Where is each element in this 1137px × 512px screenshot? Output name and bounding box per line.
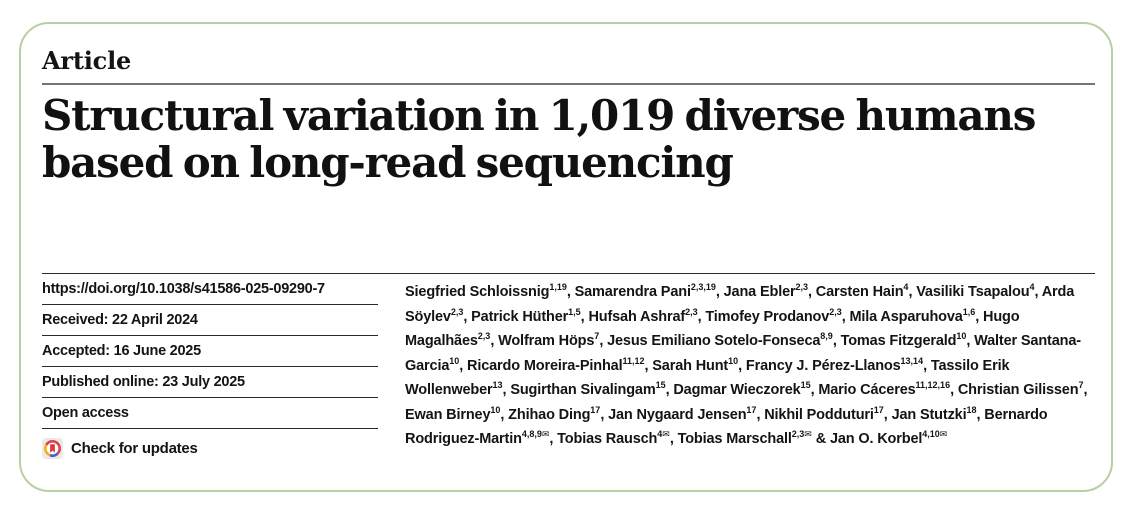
page-title-line-1: Structural variation in 1,019 diverse hu… [42, 91, 1036, 140]
author-affiliations: 4 [903, 282, 909, 293]
author-affiliations: 1,19 [549, 282, 567, 293]
author-affiliations: 10 [449, 355, 460, 366]
published-date: Published online: 23 July 2025 [42, 367, 378, 398]
article-type-label: Article [42, 46, 132, 75]
author: Jan Nygaard Jensen17 [608, 404, 757, 423]
author-affiliations: 2,3 [477, 331, 491, 342]
crossmark-circle-icon [42, 438, 63, 459]
author: Timofey Prodanov2,3 [705, 306, 842, 325]
author: Samarendra Pani2,3,19 [574, 282, 716, 300]
author-affiliations: 8,9 [820, 331, 833, 342]
article-card: Article Structural variation in 1,019 di… [19, 22, 1113, 492]
author-affiliations-with-envelope-icon[interactable]: 2,3✉ [791, 429, 812, 440]
author: Jan O. Korbel4,10✉ [829, 429, 948, 447]
author-affiliations: 2,3 [450, 306, 464, 317]
author: Tomas Fitzgerald10 [840, 331, 967, 349]
author: Ricardo Moreira-Pinhal11,12 [467, 355, 645, 374]
author-list: Siegfried Schloissnig1,19, Samarendra Pa… [405, 282, 1088, 448]
author-affiliations: 11,12 [622, 355, 645, 366]
author-affiliations: 17 [746, 404, 757, 415]
author-affiliations: 11,12,16 [915, 380, 951, 391]
author: Jana Ebler2,3 [723, 282, 808, 300]
author: Christian Gilissen7 [957, 380, 1084, 398]
metadata-column: https://doi.org/10.1038/s41586-025-09290… [42, 274, 378, 468]
author: Ewan Birney10 [405, 404, 501, 423]
page-title-line-2: based on long-read sequencing [42, 138, 734, 187]
author: Carsten Hain4 [815, 282, 909, 300]
check-for-updates-label: Check for updates [71, 439, 198, 457]
author: Tobias Marschall2,3✉ [677, 429, 812, 447]
author: Siegfried Schloissnig1,19 [405, 282, 567, 300]
author-affiliations: 7 [594, 331, 600, 342]
author: Vasiliki Tsapalou4 [916, 282, 1035, 300]
author: Jan Stutzki18 [891, 404, 977, 423]
author: Zhihao Ding17 [508, 404, 601, 423]
author: Nikhil Podduturi17 [764, 404, 884, 423]
check-for-updates-button[interactable]: Check for updates [42, 429, 378, 468]
open-access-label: Open access [42, 398, 378, 429]
page-title: Structural variation in 1,019 diverse hu… [42, 92, 1095, 186]
author: Sarah Hunt10 [652, 355, 739, 374]
author: Tassilo Erik Wollenweber13 [405, 357, 1010, 399]
author-affiliations: 1,6 [962, 306, 976, 317]
author-affiliations: 2,3 [795, 282, 808, 293]
author-affiliations-with-envelope-icon[interactable]: 4,10✉ [922, 429, 948, 440]
author: Francy J. Pérez-Llanos13,14 [745, 355, 924, 374]
author-affiliations-with-envelope-icon[interactable]: 4,8,9✉ [521, 429, 550, 440]
author-affiliations: 2,3,19 [690, 282, 716, 293]
header-columns: https://doi.org/10.1038/s41586-025-09290… [42, 273, 1095, 468]
author-affiliations-with-envelope-icon[interactable]: 4✉ [657, 429, 670, 440]
author-affiliations: 10 [728, 355, 739, 366]
author-affiliations: 2,3 [685, 306, 698, 317]
author: Walter Santana-Garcia10 [405, 333, 1081, 374]
author: Dagmar Wieczorek15 [673, 380, 811, 398]
received-date: Received: 22 April 2024 [42, 305, 378, 336]
author-affiliations: 10 [490, 404, 501, 415]
author-affiliations: 7 [1078, 380, 1084, 391]
author: Arda Söylev2,3 [405, 284, 1075, 325]
author-affiliations: 13 [492, 380, 503, 391]
author-affiliations: 17 [590, 404, 601, 415]
author-affiliations: 15 [655, 380, 666, 391]
author-affiliations: 4 [1029, 282, 1035, 293]
kicker-divider [42, 83, 1095, 85]
author: Bernardo Rodriguez-Martin4,8,9✉ [405, 406, 1048, 448]
author: Wolfram Höps7 [498, 331, 600, 349]
author: Tobias Rausch4✉ [557, 429, 670, 447]
author-affiliations: 18 [966, 404, 977, 415]
author: Patrick Hüther1,5 [471, 306, 581, 325]
author: Jesus Emiliano Sotelo-Fonseca8,9 [607, 331, 833, 349]
accepted-date: Accepted: 16 June 2025 [42, 336, 378, 367]
author: Mario Cáceres11,12,16 [818, 380, 951, 398]
author-affiliations: 17 [873, 404, 884, 415]
author-affiliations: 1,5 [568, 306, 581, 317]
author-affiliations: 13,14 [900, 355, 924, 366]
author-affiliations: 2,3 [829, 306, 842, 317]
author: Hufsah Ashraf2,3 [588, 306, 698, 325]
author-affiliations: 15 [800, 380, 811, 391]
author: Sugirthan Sivalingam15 [510, 380, 666, 398]
author-affiliations: 10 [956, 331, 967, 342]
author: Hugo Magalhães2,3 [405, 308, 1020, 350]
doi-link[interactable]: https://doi.org/10.1038/s41586-025-09290… [42, 274, 378, 305]
author: Mila Asparuhova1,6 [849, 306, 976, 325]
